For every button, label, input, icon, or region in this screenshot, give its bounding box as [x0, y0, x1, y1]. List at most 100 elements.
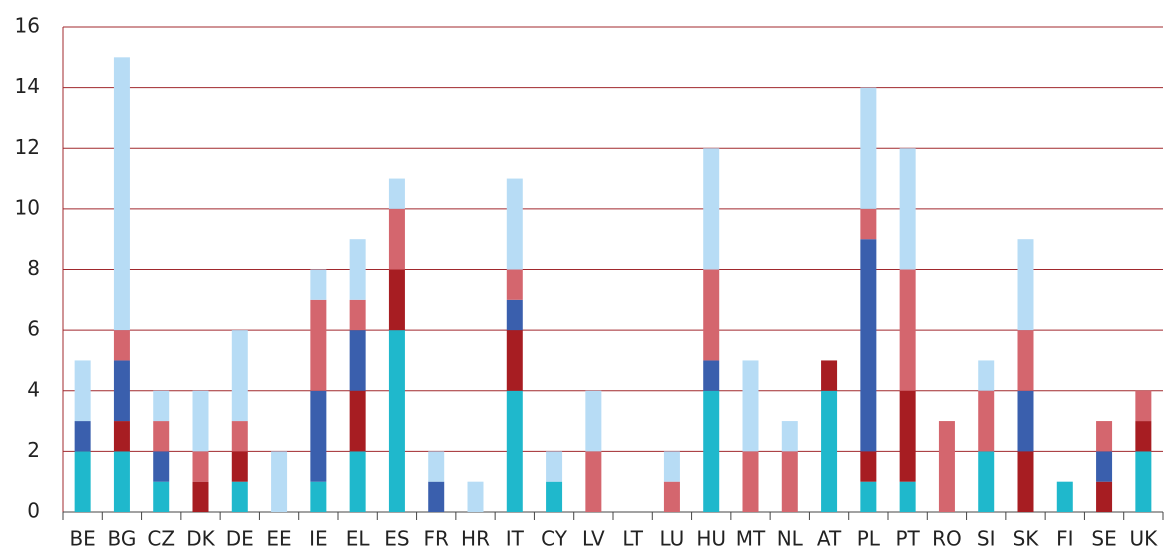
bar-segment	[349, 390, 366, 452]
bar-segment	[860, 87, 877, 209]
x-tick-label: LV	[582, 527, 605, 551]
bar-segment	[192, 451, 209, 482]
bar-segment	[349, 299, 366, 331]
bar-segment	[860, 481, 877, 512]
bar-segment	[74, 360, 91, 422]
bar-segment	[506, 269, 523, 300]
bar-segment	[74, 451, 91, 512]
bar-segment	[231, 330, 248, 422]
bar-segment	[192, 481, 209, 512]
bar-segment	[546, 481, 563, 512]
bar-segment	[467, 481, 484, 512]
bar-segment	[349, 239, 366, 300]
bar-segment	[781, 421, 798, 452]
bar-segment	[1096, 451, 1113, 482]
bar-segment	[231, 421, 248, 452]
x-tick-label: LU	[660, 527, 685, 551]
bar-segment	[153, 421, 170, 452]
x-tick-label: FI	[1056, 527, 1073, 551]
bar-segment	[1017, 330, 1034, 391]
bar-segment	[349, 330, 366, 391]
x-tick-label: BG	[107, 527, 136, 551]
x-tick-label: EE	[266, 527, 291, 551]
x-tick-label: CY	[541, 527, 568, 551]
x-tick-label: RO	[932, 527, 962, 551]
bar-segment	[978, 451, 995, 512]
x-tick-label: ES	[384, 527, 409, 551]
bar-segment	[349, 451, 366, 512]
bar-segment	[271, 451, 288, 512]
y-tick-label: 8	[27, 256, 40, 280]
x-tick-label: AT	[817, 527, 842, 551]
bar-segment	[1056, 481, 1073, 512]
bar-segment	[153, 481, 170, 512]
bar-segment	[663, 451, 680, 482]
x-tick-label: SE	[1091, 527, 1116, 551]
bar-segment	[1135, 390, 1152, 422]
x-tick-label: UK	[1129, 527, 1158, 551]
bar-segment	[585, 390, 602, 452]
y-tick-label: 0	[27, 499, 40, 523]
bar-segment	[310, 481, 327, 512]
y-tick-label: 12	[15, 135, 40, 159]
bar-segment	[113, 421, 130, 452]
bar-segment	[388, 208, 405, 270]
bar-segment	[781, 451, 798, 512]
bar-segment	[742, 451, 759, 512]
x-tick-label: SK	[1013, 527, 1040, 551]
x-tick-label: EL	[346, 527, 371, 551]
x-tick-label: IT	[506, 527, 525, 551]
x-tick-label: NL	[777, 527, 804, 551]
bar-segment	[899, 481, 916, 512]
bar-segment	[506, 178, 523, 270]
y-tick-label: 6	[27, 317, 40, 341]
bar-segment	[1096, 421, 1113, 452]
bar-segment	[388, 330, 405, 512]
bar-segment	[506, 330, 523, 391]
bar-segment	[310, 390, 327, 482]
y-tick-label: 10	[15, 195, 40, 219]
x-tick-label: HR	[461, 527, 490, 551]
bar-segment	[860, 451, 877, 482]
bar-segment	[428, 451, 445, 482]
bar-segment	[310, 299, 327, 391]
bar-segment	[899, 148, 916, 270]
x-tick-label: FR	[424, 527, 450, 551]
bar-segment	[821, 360, 838, 391]
bar-segment	[546, 451, 563, 482]
x-tick-label: PT	[896, 527, 921, 551]
bar-segment	[231, 451, 248, 482]
x-tick-label: HU	[696, 527, 726, 551]
y-tick-label: 16	[15, 14, 40, 38]
y-tick-label: 14	[15, 74, 40, 98]
bar-segment	[899, 390, 916, 482]
x-tick-label: IE	[309, 527, 328, 551]
bar-segment	[978, 390, 995, 452]
bar-segment	[1017, 239, 1034, 331]
bar-segment	[703, 148, 720, 270]
bar-segment	[310, 269, 327, 300]
bar-segment	[899, 269, 916, 391]
x-tick-label: BE	[69, 527, 95, 551]
bar-segment	[821, 390, 838, 512]
x-tick-label: DE	[226, 527, 254, 551]
x-tick-label: MT	[736, 527, 766, 551]
y-tick-label: 2	[27, 438, 40, 462]
bar-segment	[978, 360, 995, 391]
bar-segment	[1096, 481, 1113, 512]
bar-segment	[663, 481, 680, 512]
bar-segment	[113, 57, 130, 331]
bar-segment	[388, 178, 405, 209]
bar-segment	[703, 269, 720, 361]
bar-segment	[860, 239, 877, 452]
bar-segment	[1135, 451, 1152, 512]
bar-segment	[113, 360, 130, 422]
bar-segment	[1135, 421, 1152, 452]
bar-segment	[113, 451, 130, 512]
x-tick-label: LT	[622, 527, 643, 551]
bar-segment	[192, 390, 209, 452]
bar-segment	[703, 360, 720, 391]
bar-segment	[74, 421, 91, 452]
bar-segment	[860, 208, 877, 240]
